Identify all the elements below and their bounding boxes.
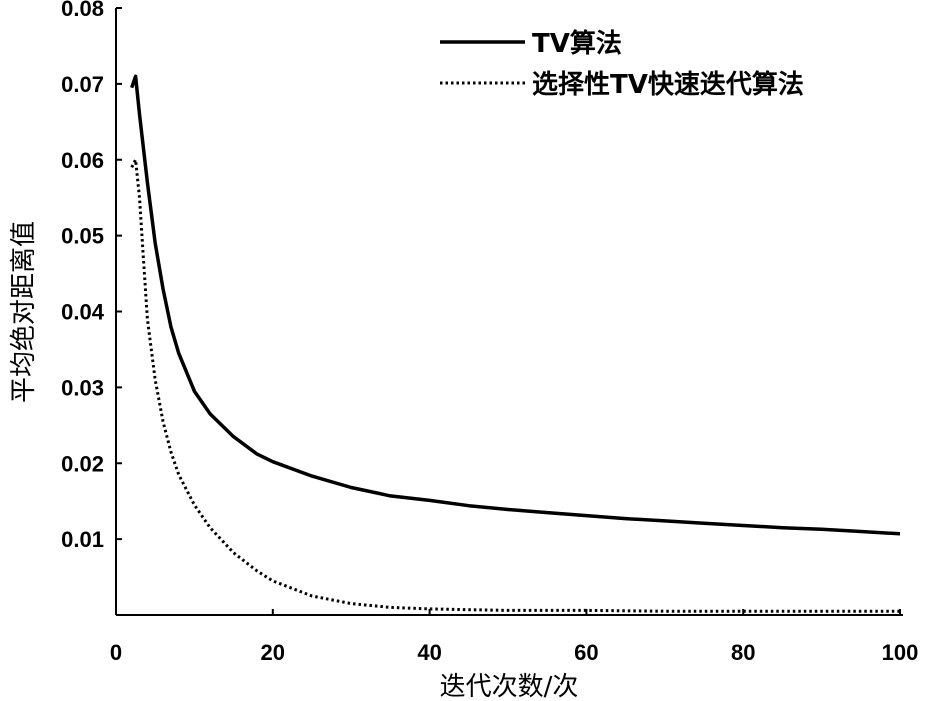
x-ticks: 0 20 40 60 80 100 [110, 609, 918, 665]
legend: TV算法 选择性TV快速迭代算法 [440, 28, 804, 100]
series-line-tv [130, 74, 901, 536]
x-tick-label: 80 [731, 640, 755, 665]
series-layer [130, 74, 901, 613]
legend-label-selective-tv: 选择性TV快速迭代算法 [532, 69, 804, 100]
y-tick-label: 0.01 [61, 527, 104, 552]
y-axis-title: 平均绝对距离值 [9, 221, 39, 403]
x-axis-title: 迭代次数/次 [440, 672, 579, 701]
x-tick-label: 40 [417, 640, 441, 665]
y-tick-label: 0.08 [61, 0, 104, 21]
y-tick-label: 0.02 [61, 451, 104, 476]
y-tick-label: 0.06 [61, 148, 104, 173]
y-tick-label: 0.03 [61, 375, 104, 400]
y-ticks: 0.01 0.02 0.03 0.04 0.05 0.06 0.07 0.08 [61, 0, 122, 552]
x-tick-label: 60 [574, 640, 598, 665]
y-tick-label: 0.07 [61, 72, 104, 97]
series-line-selective-tv [130, 158, 900, 613]
x-tick-label: 100 [882, 640, 919, 665]
x-tick-label: 0 [110, 640, 122, 665]
y-tick-label: 0.05 [61, 224, 104, 249]
y-tick-label: 0.04 [61, 300, 105, 325]
x-tick-label: 20 [261, 640, 285, 665]
legend-label-tv: TV算法 [532, 28, 622, 59]
